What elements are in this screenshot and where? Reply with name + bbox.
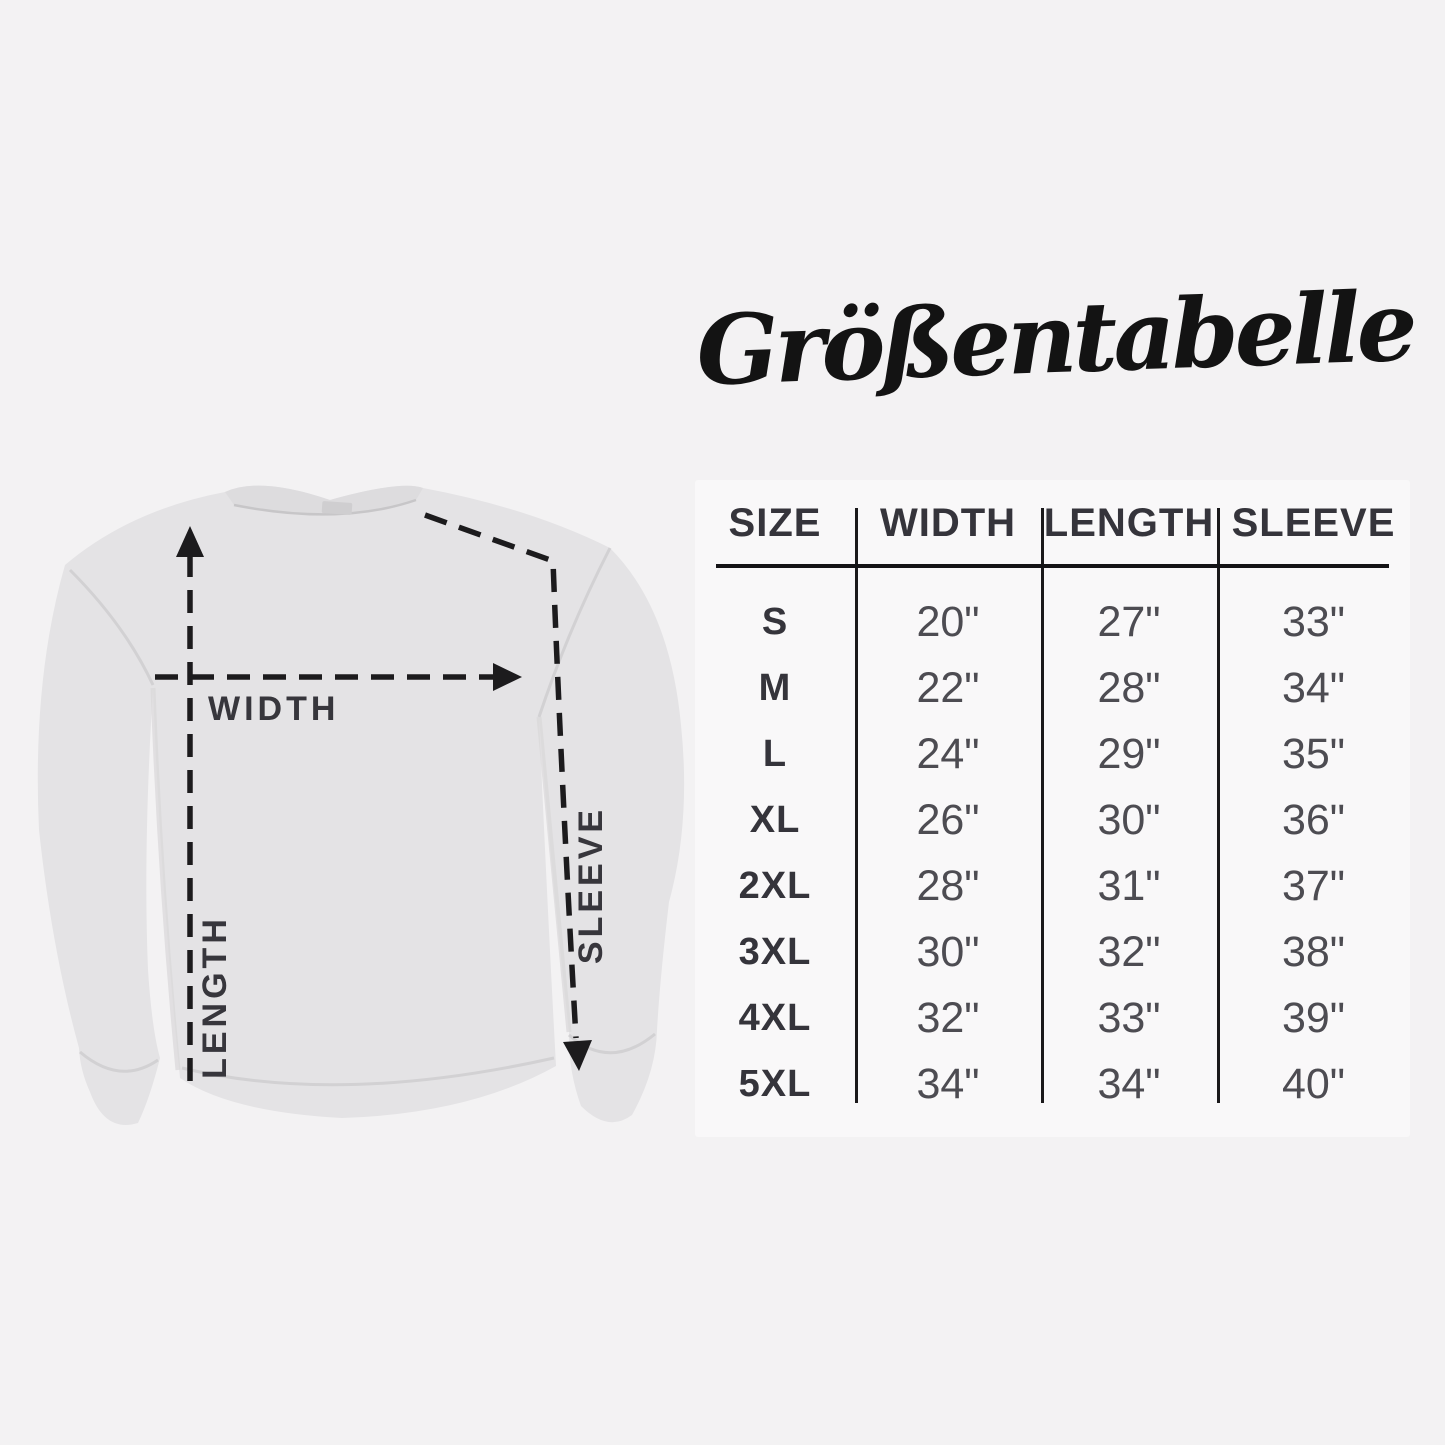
table-cell: 22" — [916, 663, 980, 712]
table-cell: 27" — [1097, 597, 1161, 646]
table-cell: 37" — [1281, 861, 1346, 910]
table-cell: 32" — [916, 993, 980, 1042]
table-header-rule — [716, 564, 1389, 568]
table-spacer — [695, 566, 1410, 589]
table-cell: 31" — [1097, 861, 1161, 910]
width-measure-label: WIDTH — [208, 690, 339, 728]
sleeve-arrowhead-icon — [563, 1040, 592, 1071]
sweatshirt-body — [37, 485, 685, 1125]
sweatshirt-diagram: WIDTH LENGTH SLEEVE — [37, 485, 685, 1125]
table-cell: S — [761, 600, 789, 643]
table-cell: 30" — [916, 927, 980, 976]
table-cell: 3XL — [738, 930, 812, 973]
length-arrowhead-icon — [176, 526, 204, 557]
table-cell: 39" — [1281, 993, 1346, 1042]
col-header-sleeve: SLEEVE — [1231, 500, 1396, 545]
sleeve-measure-label: SLEEVE — [572, 806, 610, 964]
table-cell: 36" — [1281, 795, 1346, 844]
size-table-card: SIZE WIDTH LENGTH SLEEVE S 20" 27" 33" M… — [695, 480, 1410, 1137]
page-title: Größentabelle — [694, 269, 1416, 407]
table-divider — [1041, 508, 1044, 1103]
seam-lines — [68, 547, 656, 1087]
sleeve-measure-arrow — [424, 512, 579, 1039]
table-cell: 32" — [1097, 927, 1161, 976]
table-divider — [1217, 508, 1220, 1103]
collar-seam — [233, 498, 417, 516]
table-cell: 2XL — [738, 864, 812, 907]
table-cell: 28" — [1097, 663, 1161, 712]
table-cell: 38" — [1281, 927, 1346, 976]
size-table: SIZE WIDTH LENGTH SLEEVE S 20" 27" 33" M… — [695, 480, 1410, 1117]
table-divider — [855, 508, 858, 1103]
table-cell: M — [758, 666, 792, 709]
length-measure-label: LENGTH — [196, 915, 234, 1079]
col-header-width: WIDTH — [879, 500, 1017, 545]
table-cell: 40" — [1281, 1059, 1346, 1108]
table-cell: 34" — [1281, 663, 1346, 712]
col-header-length: LENGTH — [1043, 500, 1215, 545]
table-cell: 24" — [916, 729, 980, 778]
collar-band — [225, 485, 423, 515]
table-cell: 4XL — [738, 996, 812, 1039]
table-cell: XL — [749, 798, 801, 841]
table-cell: 5XL — [738, 1062, 812, 1105]
table-cell: 33" — [1097, 993, 1161, 1042]
table-cell: 28" — [916, 861, 980, 910]
table-cell: 30" — [1097, 795, 1161, 844]
table-cell: L — [762, 732, 788, 775]
width-arrowhead-icon — [493, 663, 522, 691]
table-cell: 20" — [916, 597, 980, 646]
table-cell: 34" — [1097, 1059, 1161, 1108]
table-cell: 35" — [1281, 729, 1346, 778]
table-cell: 34" — [916, 1059, 980, 1108]
table-cell: 33" — [1281, 597, 1346, 646]
table-cell: 29" — [1097, 729, 1161, 778]
col-header-size: SIZE — [728, 500, 822, 545]
table-cell: 26" — [916, 795, 980, 844]
collar-tag — [321, 501, 353, 515]
